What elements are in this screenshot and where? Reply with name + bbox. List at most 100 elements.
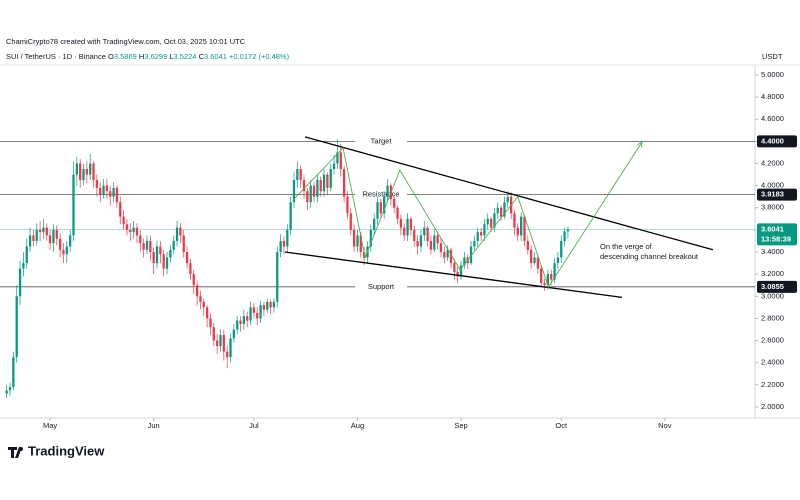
annotation: descending channel breakout [600,252,699,261]
candle-body [219,335,222,347]
x-tick-label: Nov [658,421,672,430]
logo-icon [8,447,24,458]
trend-line [547,142,642,289]
candle-body [403,227,406,236]
level-label: Support [368,282,395,291]
candle-body [55,229,58,239]
candle-body [239,320,242,324]
candle-body [79,163,82,181]
candle-body [543,282,546,286]
y-tick-label: 3.2000 [761,269,784,278]
candle-body [8,387,12,391]
candle-body [566,229,570,232]
candle-body [369,229,372,247]
candle-body [45,227,48,236]
candle-body [236,320,239,330]
candle-body [506,196,509,203]
candle-body [393,198,396,208]
candle-body [503,202,506,217]
candle-body [42,227,45,233]
candle-body [38,229,42,233]
candle-body [242,316,246,324]
candle-body [546,274,550,286]
candle-body [212,327,215,341]
y-tick-label: 5.0000 [761,70,784,79]
candle-body [413,229,416,241]
candle-body [246,316,249,321]
candle-body [516,227,519,236]
candle-body [165,257,169,269]
candle-body [139,235,142,244]
candle-body [35,229,38,241]
level-label-bg [355,136,407,147]
ohlc-label: H [139,52,144,61]
trend-line [292,147,549,286]
x-tick-label: Oct [555,421,568,430]
candle-body [216,340,219,347]
candle-body [513,213,516,228]
candle-body [5,390,8,394]
candle-body [122,216,125,225]
candle-body [540,268,543,283]
candle-body [399,218,403,228]
candle-body [342,169,346,197]
candle-body [453,263,456,272]
y-tick-label: 4.0000 [761,181,784,190]
level-tag [757,280,797,293]
candle-body [109,191,112,197]
candle-body [28,235,32,247]
candle-body [563,231,566,241]
candle-body [376,202,379,219]
candle-body [202,301,205,308]
candle-body [279,240,282,253]
candle-body [102,185,105,195]
candle-body [526,240,529,250]
candle-body [446,249,449,258]
candle-body [326,174,329,188]
candle-body [149,240,152,253]
countdown-timer: 13:58:39 [761,234,791,243]
candle-body [232,329,235,339]
ohlc-value: 3.6299 [144,52,167,61]
candle-body [92,163,95,181]
candle-body [115,187,119,203]
y-tick-label: 2.2000 [761,380,784,389]
candle-body [459,265,463,277]
candle-body [282,240,286,247]
level-tag-label: 3.0855 [761,282,784,291]
ohlc-label: O [108,52,114,61]
candle-body [192,274,195,286]
candle-body [85,169,88,175]
y-tick-label: 2.6000 [761,336,784,345]
candle-body [319,180,322,192]
candle-body [346,196,349,214]
candle-body [32,235,35,241]
candle-body [162,254,165,269]
level-tag-label: 4.4000 [761,136,784,145]
candle-body [486,218,489,225]
candle-body [229,338,232,358]
x-tick-label: Jun [148,421,160,430]
candle-body [48,235,52,244]
candle-body [416,240,419,247]
currency: USDT [762,52,783,61]
candle-body [272,301,276,308]
candle-body [339,152,342,170]
x-tick-label: Sep [454,421,467,430]
candle-body [329,169,332,188]
plot-area: Target Resistance Support [0,136,755,399]
candle-body [199,296,202,302]
candle-body [483,224,486,236]
candle-body [205,307,209,319]
ohlc-label: C [199,52,205,61]
candle-body [125,224,129,230]
candle-body [58,238,62,250]
candle-body [379,202,382,214]
candle-body [426,227,429,241]
candle-body [259,305,262,319]
candle-body [75,163,78,175]
candle-body [469,246,473,264]
candle-body [155,246,159,264]
